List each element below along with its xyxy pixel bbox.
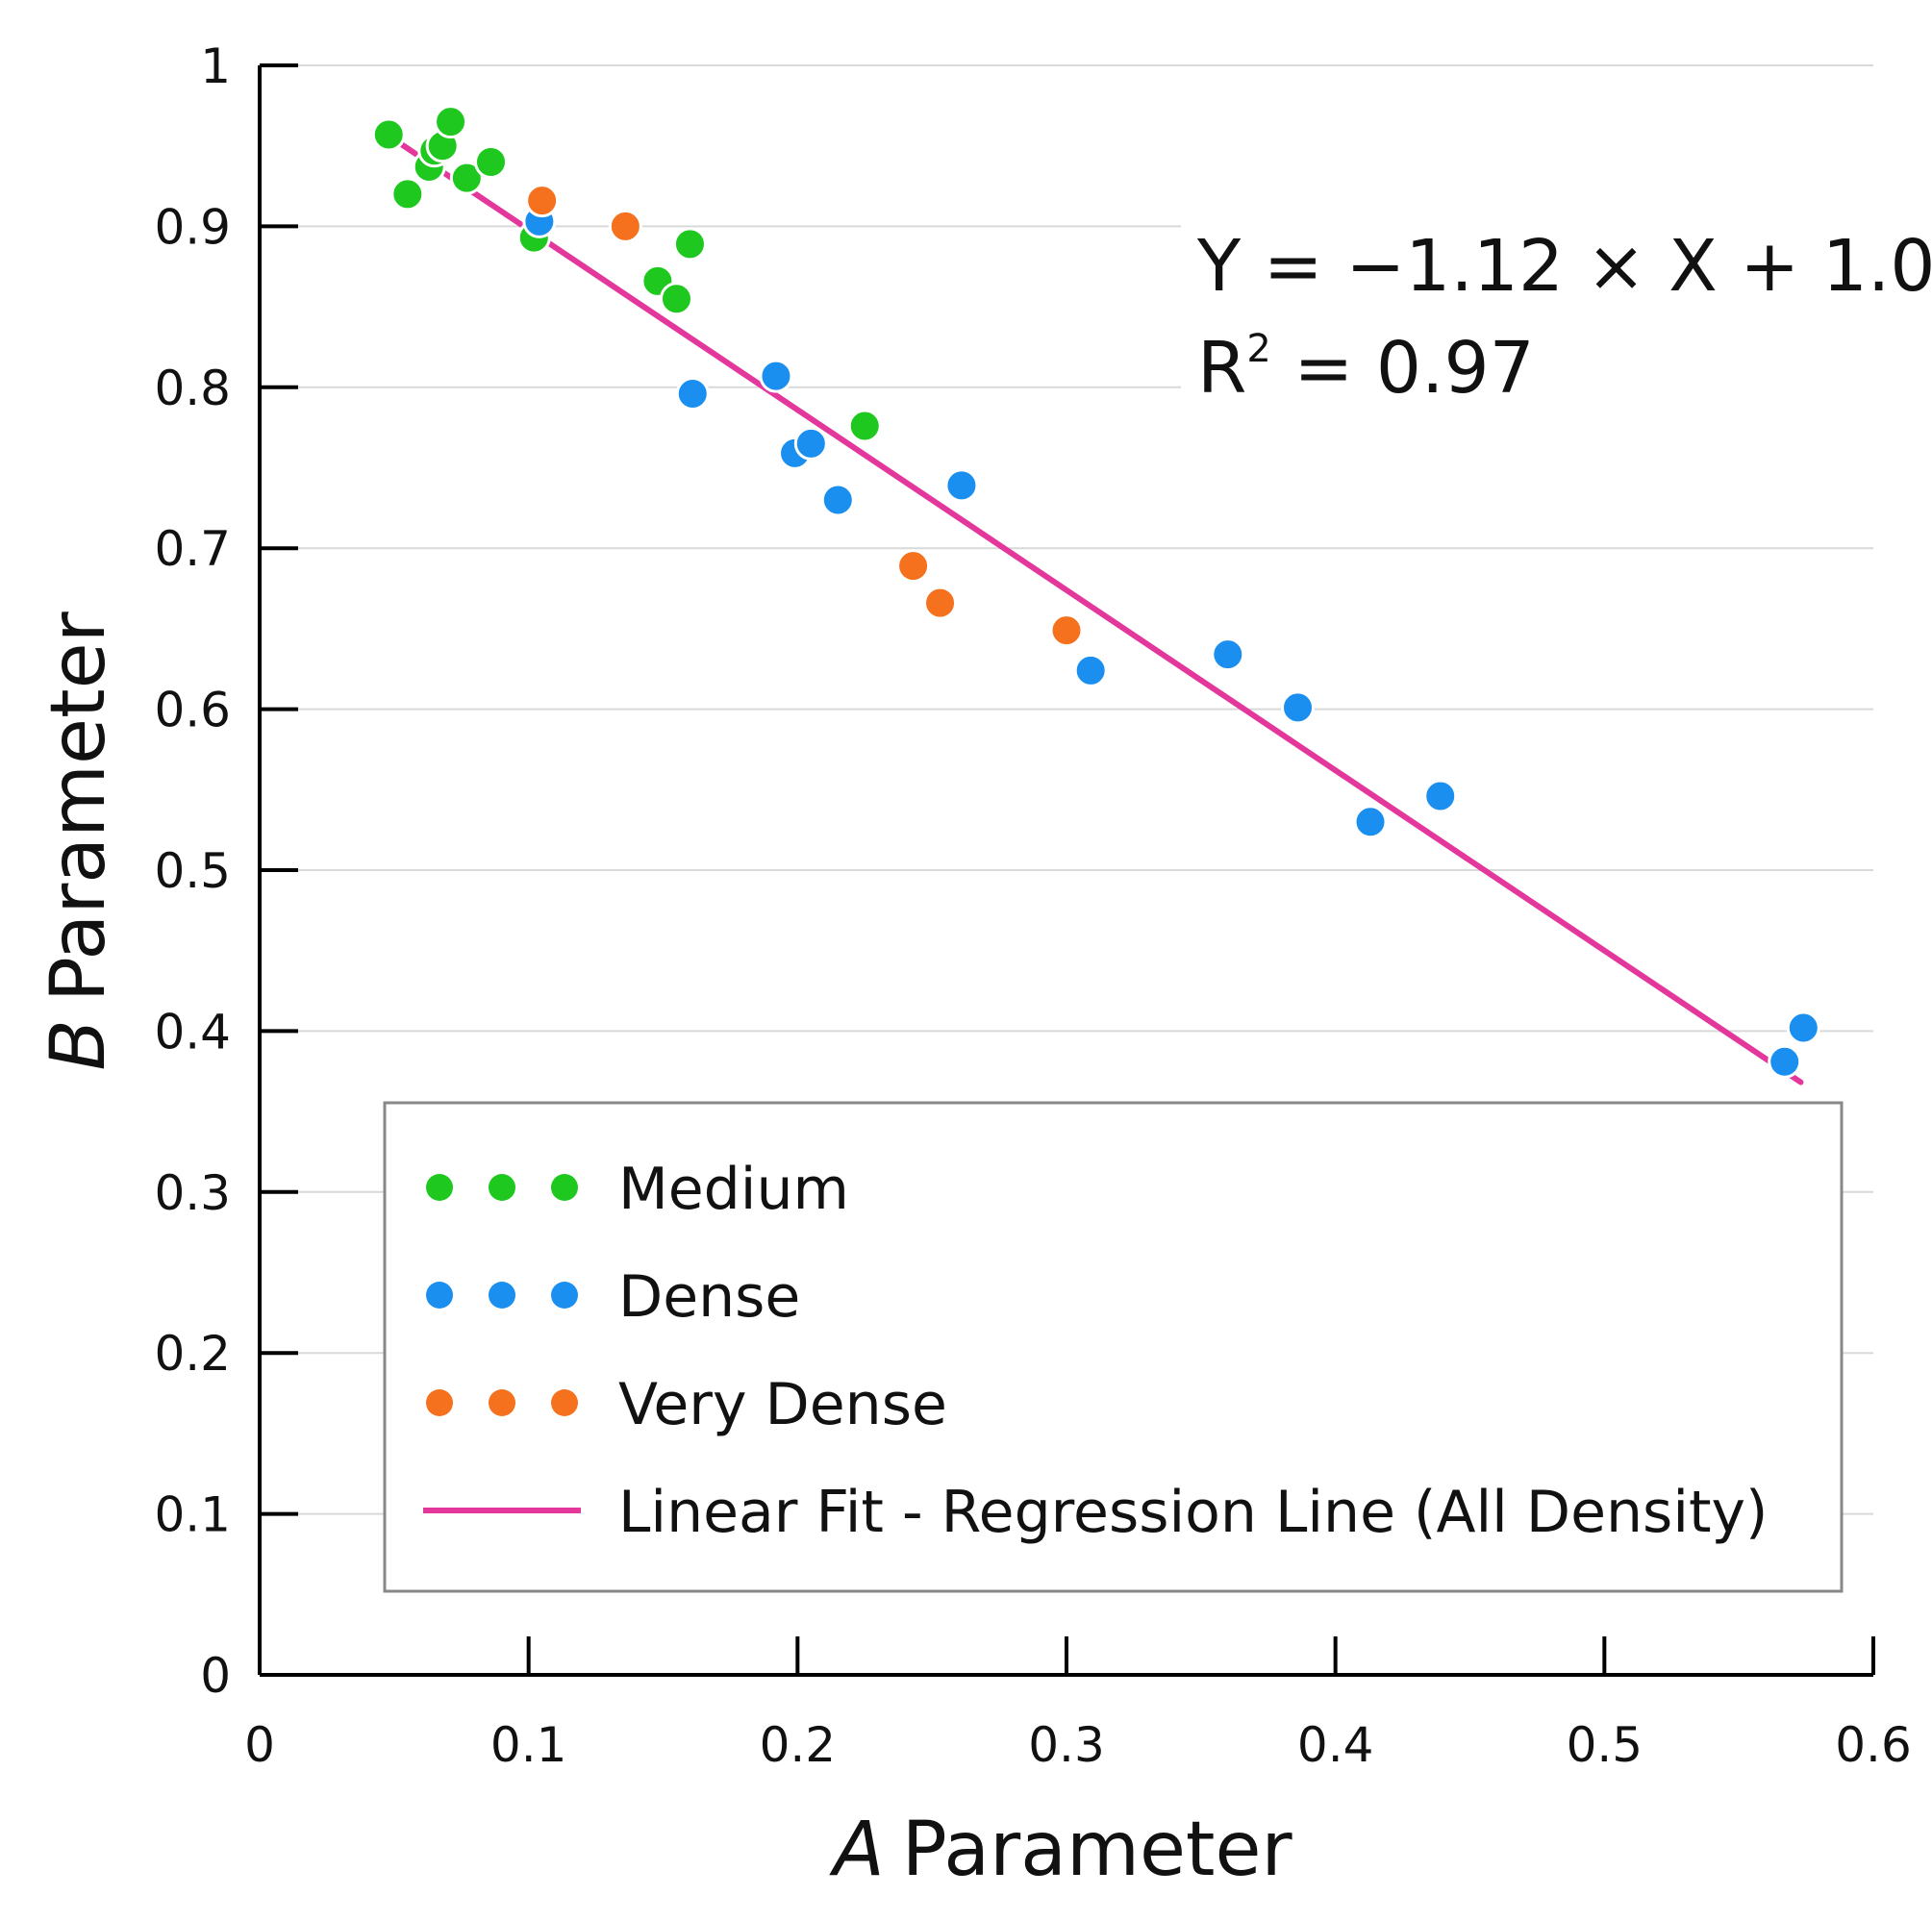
r-squared-superscript: 2 bbox=[1246, 327, 1270, 371]
point-medium-0 bbox=[371, 117, 406, 152]
x-axis-title-italic: A bbox=[828, 1807, 884, 1893]
x-tick-label-4: 0.4 bbox=[1297, 1717, 1374, 1773]
point-dense-10 bbox=[1353, 805, 1388, 839]
axes bbox=[258, 63, 1875, 1677]
y-tick-label-0: 0 bbox=[200, 1648, 231, 1704]
point-very-dense-2 bbox=[896, 549, 931, 584]
x-axis-title: A Parameter bbox=[828, 1807, 1292, 1893]
point-dense-2 bbox=[759, 359, 793, 393]
legend-label-regression-line: Linear Fit - Regression Line (All Densit… bbox=[618, 1479, 1768, 1546]
x-axis-title-text: Parameter bbox=[902, 1807, 1293, 1893]
point-dense-7 bbox=[1073, 653, 1108, 687]
y-axis-title: B Parameter bbox=[36, 611, 122, 1070]
x-tick-label-5: 0.5 bbox=[1567, 1717, 1643, 1773]
y-tick-label-1: 0.1 bbox=[154, 1487, 231, 1543]
annotation-backing bbox=[1181, 213, 1878, 406]
legend-marker-medium-2 bbox=[551, 1174, 578, 1201]
r-squared-value: = 0.97 bbox=[1271, 327, 1535, 410]
regression-equation: Y = −1.12 × X + 1.01 bbox=[1196, 225, 1932, 308]
point-medium-7 bbox=[474, 144, 509, 179]
legend-items: Medium Dense Very Dense Linear Fit - Regres… bbox=[423, 1156, 1768, 1546]
point-very-dense-3 bbox=[923, 586, 958, 620]
point-medium-1 bbox=[390, 177, 425, 212]
point-medium-6 bbox=[449, 161, 484, 195]
legend-box bbox=[383, 1101, 1844, 1593]
point-medium-5 bbox=[434, 105, 468, 139]
data-points bbox=[371, 105, 1820, 1079]
point-dense-9 bbox=[1281, 690, 1316, 725]
point-medium-12 bbox=[847, 409, 882, 443]
legend-marker-dense-1 bbox=[489, 1282, 515, 1309]
legend-marker-very-dense-2 bbox=[551, 1389, 578, 1416]
y-tick-label-2: 0.2 bbox=[154, 1326, 231, 1382]
legend-label-medium: Medium bbox=[618, 1156, 849, 1223]
r-squared: R2 = 0.97 bbox=[1197, 327, 1535, 410]
point-dense-8 bbox=[1211, 637, 1245, 672]
point-dense-4 bbox=[793, 426, 828, 461]
legend-marker-medium-0 bbox=[426, 1174, 453, 1201]
x-tick-label-6: 0.6 bbox=[1835, 1717, 1912, 1773]
y-tick-label-9: 0.9 bbox=[154, 199, 231, 255]
point-very-dense-4 bbox=[1049, 613, 1084, 648]
x-tick-label-2: 0.2 bbox=[760, 1717, 837, 1773]
y-tick-labels: 0 0.1 0.2 0.3 0.4 0.5 0.6 0.7 0.8 0.9 1 bbox=[154, 38, 231, 1704]
legend-marker-medium-1 bbox=[489, 1174, 515, 1201]
point-dense-5 bbox=[820, 483, 855, 517]
x-tick-label-3: 0.3 bbox=[1028, 1717, 1105, 1773]
point-very-dense-1 bbox=[608, 209, 642, 243]
regression-line-layer bbox=[386, 133, 1804, 1085]
point-dense-12 bbox=[1768, 1044, 1802, 1079]
x-tick-label-0: 0 bbox=[244, 1717, 275, 1773]
point-dense-1 bbox=[675, 376, 710, 411]
legend-marker-very-dense-1 bbox=[489, 1389, 515, 1416]
r-squared-prefix: R bbox=[1197, 327, 1246, 410]
regression-line bbox=[386, 133, 1804, 1085]
y-axis-title-text: Parameter bbox=[36, 611, 122, 1002]
x-tick-label-1: 0.1 bbox=[490, 1717, 567, 1773]
legend: Medium Dense Very Dense Linear Fit - Regres… bbox=[383, 1101, 1844, 1593]
legend-label-very-dense: Very Dense bbox=[618, 1371, 947, 1438]
y-axis-title-italic: B bbox=[36, 1019, 122, 1071]
legend-marker-very-dense-0 bbox=[426, 1389, 453, 1416]
point-very-dense-0 bbox=[525, 184, 560, 218]
y-tick-label-3: 0.3 bbox=[154, 1165, 231, 1221]
point-dense-13 bbox=[1786, 1010, 1820, 1045]
y-tick-label-4: 0.4 bbox=[154, 1004, 231, 1060]
legend-label-dense: Dense bbox=[618, 1263, 800, 1331]
y-tick-label-8: 0.8 bbox=[154, 361, 231, 416]
y-tick-label-10: 1 bbox=[200, 38, 231, 94]
x-tick-labels: 0 0.1 0.2 0.3 0.4 0.5 0.6 bbox=[244, 1717, 1912, 1773]
legend-marker-dense-2 bbox=[551, 1282, 578, 1309]
point-dense-6 bbox=[944, 468, 979, 503]
point-dense-11 bbox=[1423, 779, 1458, 813]
legend-marker-dense-0 bbox=[426, 1282, 453, 1309]
point-medium-10 bbox=[659, 282, 693, 316]
point-medium-11 bbox=[672, 227, 707, 262]
y-tick-label-5: 0.5 bbox=[154, 843, 231, 899]
y-tick-label-7: 0.7 bbox=[154, 521, 231, 577]
y-tick-label-6: 0.6 bbox=[154, 683, 231, 738]
